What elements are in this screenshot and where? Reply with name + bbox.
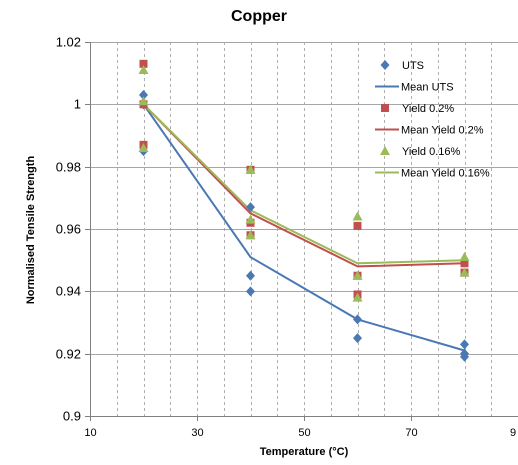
x-tick-label: 10 [84,427,96,439]
data-point [245,164,256,174]
y-tick-label: 0.96 [56,222,81,237]
legend-marker [380,60,390,70]
x-tick-label: 70 [405,427,417,439]
data-point [352,270,363,280]
data-point [246,286,255,297]
data-point [460,351,469,362]
data-point [246,270,255,281]
data-point [138,96,149,106]
series-line [142,103,465,265]
y-tick-label: 1.02 [56,35,81,50]
legend-label: Mean Yield 0.2% [401,125,484,137]
data-point [460,339,469,350]
data-point [138,65,149,75]
x-tick-label: 50 [298,427,310,439]
legend-label: Yield 0.2% [402,103,454,115]
legend-label: Mean UTS [401,82,454,94]
chart-title: Copper [231,8,287,25]
data-point [352,211,363,221]
legend-label: Yield 0.16% [402,146,461,158]
legend-marker [380,146,390,155]
y-tick-label: 0.92 [56,347,81,362]
data-point [139,89,148,100]
y-tick-label: 0.98 [56,160,81,175]
y-tick-label: 1 [74,97,81,112]
data-point [353,314,362,325]
legend-label: UTS [402,60,424,72]
x-tick-label: 30 [191,427,203,439]
data-point [353,221,362,230]
data-point [138,142,149,152]
data-point [245,230,256,240]
series-line [142,103,465,352]
series-line [142,103,465,268]
data-point [245,214,256,224]
data-point [459,252,470,262]
data-point [246,202,255,213]
data-point [459,267,470,277]
y-tick-label: 0.94 [56,284,81,299]
x-tick-label: 9 [510,427,516,439]
data-point [460,259,469,268]
legend-label: Mean Yield 0.16% [401,168,490,180]
legend-marker [381,104,389,112]
data-point [139,59,148,68]
data-point [353,333,362,344]
data-point [352,292,363,302]
x-axis-label: Temperature (°C) [259,446,349,458]
y-tick-label: 0.9 [63,409,81,424]
